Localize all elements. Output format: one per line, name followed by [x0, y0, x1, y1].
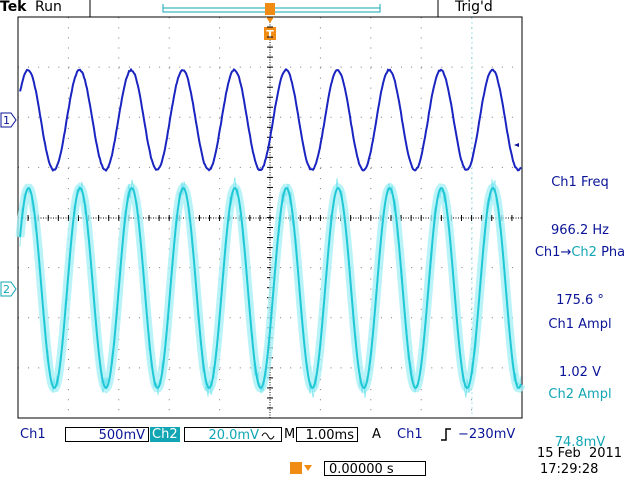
- brand: Tek: [0, 0, 27, 15]
- run-status: Run: [35, 0, 62, 15]
- trigger-pos-icon: [290, 462, 302, 474]
- trigger-status: Trig'd: [455, 0, 493, 15]
- trigger-pos-icon: [265, 3, 275, 15]
- label-part: Ch2: [571, 245, 597, 260]
- trigger-level: −230mV: [458, 427, 515, 442]
- trigger-marker-letter: T: [266, 28, 274, 41]
- ch2-name: Ch2: [150, 427, 180, 442]
- label-part: Pha: [601, 245, 625, 260]
- measurement-label: Ch1 Ampl: [520, 317, 640, 333]
- timebase: 1.00ms: [296, 427, 358, 442]
- ch1-marker: 1: [3, 113, 10, 128]
- label-part: Ch1: [535, 245, 561, 260]
- ch2-marker: 2: [3, 282, 10, 297]
- trigger-position: 0.00000 s: [324, 461, 426, 476]
- measurement-label: Ch2 Ampl: [520, 387, 640, 403]
- level-arrow: [514, 143, 519, 147]
- trigger-arrow: [266, 17, 274, 23]
- label-part: →: [560, 245, 571, 260]
- edge-icon: [441, 429, 451, 440]
- ch1-scale: 500mV: [65, 427, 149, 442]
- timebase-prefix: M: [284, 427, 295, 442]
- trigger-pos-arrow: [304, 465, 312, 471]
- measurement-label: Ch1 Freq: [520, 175, 640, 191]
- time: 17:29:28: [540, 462, 598, 477]
- date: 15 Feb 2011: [537, 446, 622, 461]
- trigger-mode: A: [372, 427, 381, 442]
- measurement-label: Ch1→Ch2 Pha: [520, 245, 640, 261]
- ch2-scale: 20.0mV: [184, 427, 282, 442]
- ch1-name: Ch1: [20, 427, 46, 442]
- trigger-source: Ch1: [397, 427, 423, 442]
